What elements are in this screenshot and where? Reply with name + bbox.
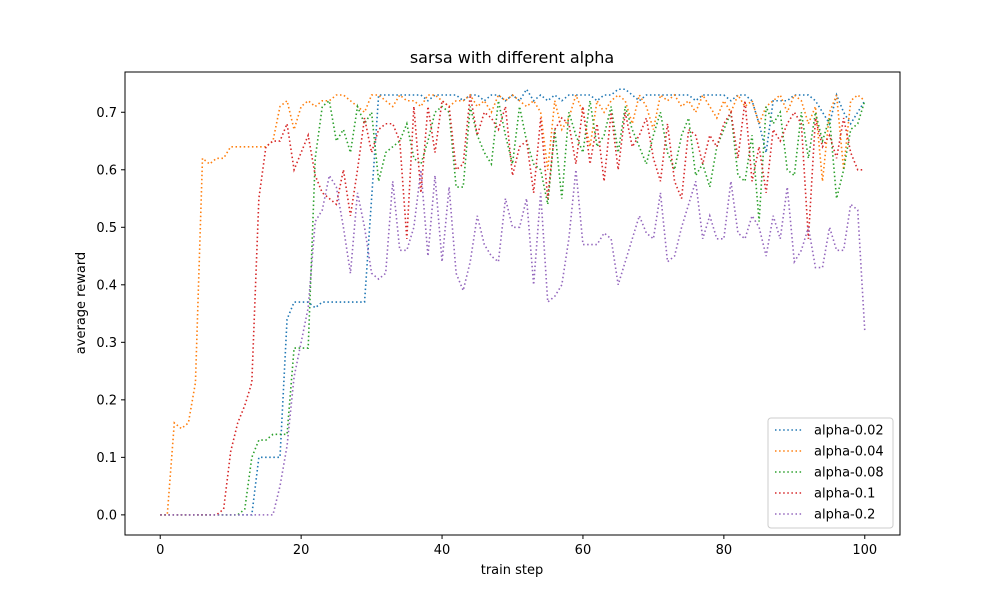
- legend-label: alpha-0.08: [814, 466, 884, 481]
- legend-box: [767, 417, 894, 529]
- y-axis-label: average reward: [74, 252, 89, 354]
- series-layer: [160, 87, 866, 516]
- y-tick-label: 0.7: [96, 106, 117, 121]
- x-tick-label: 20: [293, 543, 310, 558]
- y-tick-label: 0.0: [96, 508, 117, 523]
- y-axis: 0.0 0.1 0.2 0.3 0.4 0.5 0.6 0.7: [96, 106, 125, 523]
- y-tick-label: 0.2: [96, 393, 117, 408]
- y-tick-label: 0.4: [96, 278, 117, 293]
- y-tick-label: 0.6: [96, 163, 117, 178]
- x-tick-label: 100: [852, 543, 877, 558]
- legend: alpha-0.02 alpha-0.04 alpha-0.08 alpha-0.1 a…: [767, 417, 894, 529]
- legend-label: alpha-0.2: [814, 508, 875, 523]
- x-tick-label: 60: [575, 543, 592, 558]
- series-line-alpha-0.1: [160, 94, 865, 516]
- x-tick-label: 0: [156, 543, 164, 558]
- y-tick-label: 0.3: [96, 336, 117, 351]
- series-line-alpha-0.2: [160, 169, 866, 516]
- series-line-alpha-0.04: [160, 92, 866, 516]
- legend-label: alpha-0.1: [814, 487, 875, 502]
- x-tick-label: 40: [434, 543, 451, 558]
- legend-label: alpha-0.04: [814, 445, 884, 460]
- chart-title: sarsa with different alpha: [410, 48, 614, 67]
- x-tick-label: 80: [716, 543, 733, 558]
- x-axis: 0 20 40 60 80 100: [156, 535, 877, 558]
- y-tick-label: 0.1: [96, 451, 117, 466]
- legend-label: alpha-0.02: [814, 424, 884, 439]
- y-tick-label: 0.5: [96, 221, 117, 236]
- x-axis-label: train step: [481, 563, 544, 578]
- plot-frame: [124, 71, 901, 536]
